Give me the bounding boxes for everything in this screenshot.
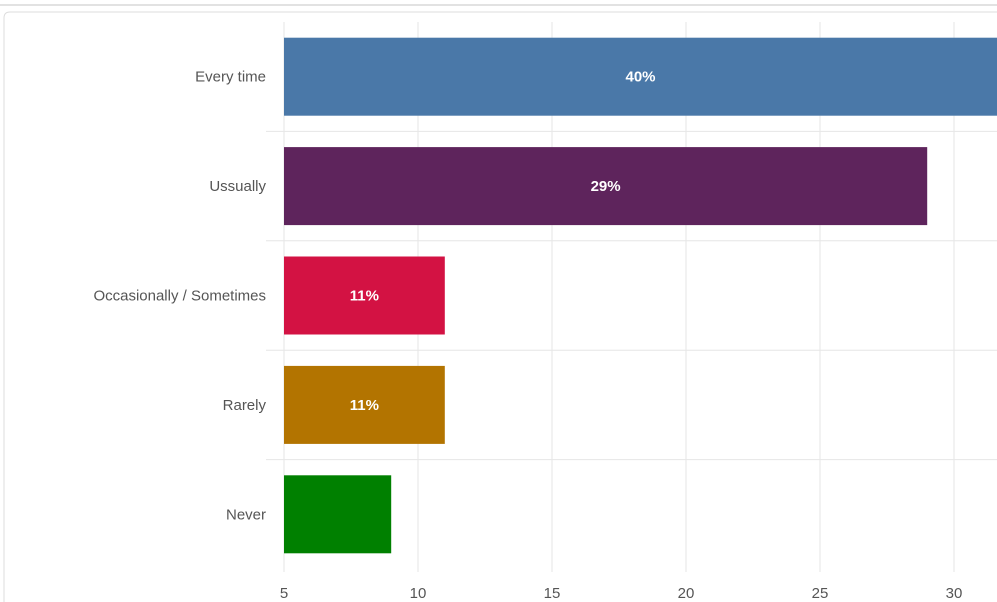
category-label: Rarely — [223, 397, 267, 414]
category-label: Never — [226, 506, 266, 523]
data-label: 29% — [591, 178, 621, 195]
bar-never[interactable] — [284, 475, 391, 553]
x-tick-label: 30 — [946, 585, 963, 602]
bars — [284, 38, 997, 554]
data-label: 40% — [625, 69, 655, 86]
x-tick-label: 5 — [280, 585, 288, 602]
x-tick-label: 10 — [410, 585, 427, 602]
data-label: 11% — [350, 397, 379, 414]
category-label: Ussually — [209, 178, 266, 195]
category-label: Every time — [195, 69, 266, 86]
x-tick-label: 25 — [812, 585, 829, 602]
category-label: Occasionally / Sometimes — [93, 288, 266, 305]
x-tick-label: 20 — [678, 585, 695, 602]
data-label: 11% — [350, 288, 379, 305]
x-tick-label: 15 — [544, 585, 561, 602]
